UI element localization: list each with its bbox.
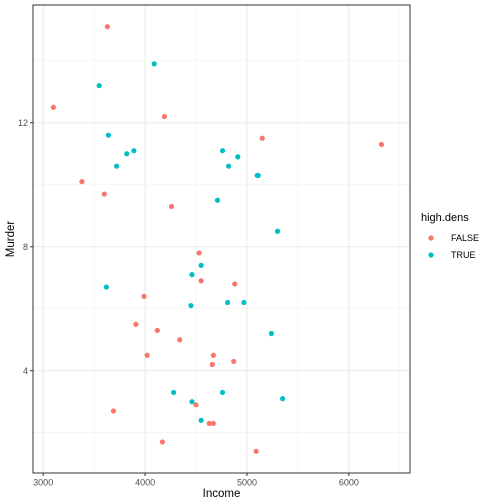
x-tick-label: 4000 (135, 478, 155, 488)
y-tick-label: 4 (23, 366, 28, 376)
y-tick-label: 8 (23, 242, 28, 252)
data-point-false (210, 352, 216, 358)
data-point-false (104, 24, 110, 30)
data-point-false (206, 420, 212, 427)
data-point-false (231, 358, 237, 365)
data-points (50, 24, 385, 454)
data-point-true (198, 417, 204, 423)
data-point-true (171, 389, 177, 396)
data-point-true (198, 262, 204, 268)
data-point-true (214, 197, 221, 203)
data-point-true (103, 284, 109, 290)
data-point-true (189, 272, 195, 278)
data-point-true (280, 396, 286, 402)
data-point-false (79, 179, 85, 185)
data-point-false (196, 250, 202, 256)
x-tick-label: 5000 (237, 478, 257, 488)
x-axis-title: Income (203, 488, 241, 500)
x-axis: 3000 4000 5000 6000 (33, 473, 359, 488)
data-point-true (219, 389, 226, 396)
plot-panel-border (32, 4, 411, 474)
legend-key-true (428, 252, 434, 258)
data-point-true (225, 299, 231, 306)
legend-key-false (428, 235, 434, 241)
data-point-false (144, 352, 150, 358)
data-point-false (168, 203, 175, 210)
data-point-true (254, 172, 260, 179)
data-point-false (253, 448, 259, 454)
grid (33, 5, 410, 473)
x-tick-label: 6000 (339, 478, 359, 488)
data-point-false (161, 113, 168, 120)
data-point-true (188, 303, 194, 309)
data-point-true (96, 82, 102, 89)
data-point-true (105, 132, 111, 138)
data-point-false (154, 327, 160, 334)
legend-label-false: FALSE (451, 233, 479, 243)
data-point-true (113, 163, 120, 169)
data-point-true (274, 228, 281, 234)
y-axis: 4 8 12 (18, 118, 33, 376)
data-point-false (232, 281, 238, 287)
data-point-true (235, 154, 241, 160)
data-point-false (378, 141, 385, 148)
data-point-true (268, 330, 275, 337)
y-tick-label: 12 (18, 118, 28, 128)
data-point-true (131, 148, 137, 154)
data-point-false (177, 337, 183, 343)
data-point-false (193, 402, 199, 408)
legend-label-true: TRUE (451, 250, 476, 260)
data-point-false (101, 191, 107, 197)
legend: high.dens FALSE TRUE (421, 212, 479, 260)
data-point-false (141, 293, 147, 299)
data-point-true (151, 61, 157, 67)
data-point-false (259, 135, 265, 141)
data-point-false (198, 278, 204, 284)
x-tick-label: 3000 (33, 478, 53, 488)
data-point-false (159, 439, 166, 445)
data-point-false (110, 408, 117, 414)
data-point-false (209, 361, 215, 368)
data-point-false (210, 420, 216, 427)
data-point-true (241, 299, 247, 306)
data-point-true (226, 163, 232, 169)
legend-title: high.dens (421, 212, 469, 224)
y-axis-title: Murder (5, 221, 17, 258)
data-point-false (50, 104, 56, 110)
data-point-true (124, 151, 130, 157)
data-point-true (219, 148, 226, 154)
data-point-true (189, 399, 195, 405)
data-point-false (133, 321, 139, 327)
